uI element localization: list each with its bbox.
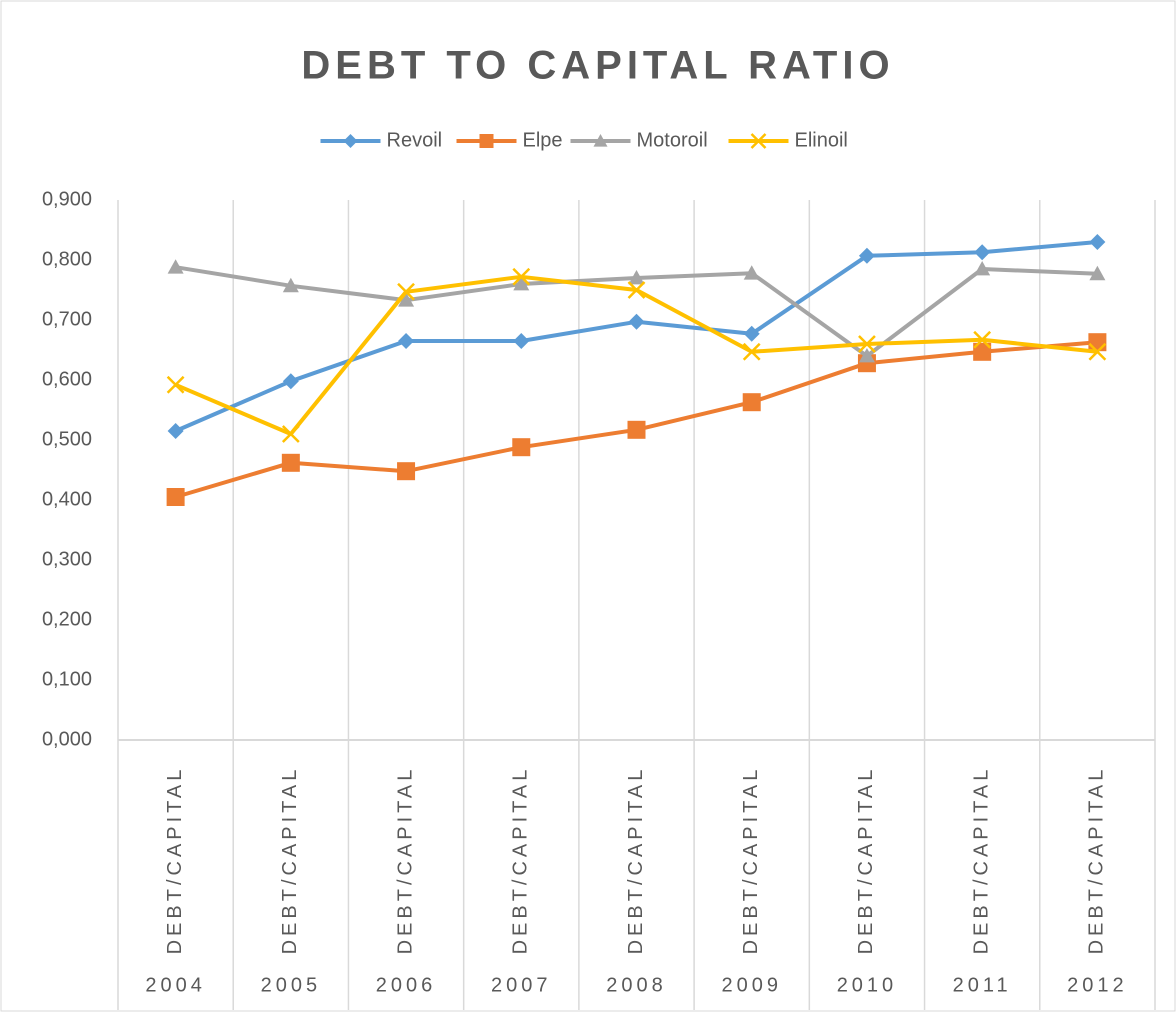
marker — [1088, 333, 1107, 352]
marker — [397, 282, 415, 301]
marker — [1089, 265, 1106, 281]
y-tick-label: 0,400 — [42, 488, 92, 510]
marker — [858, 348, 875, 363]
marker — [742, 342, 761, 361]
marker — [398, 292, 415, 307]
x-tick-label: 2012 — [1067, 974, 1128, 996]
x-sublabel: DEBT/CAPITAL — [279, 766, 301, 955]
marker — [858, 335, 876, 353]
marker — [974, 244, 991, 261]
x-sublabel: DEBT/CAPITAL — [1086, 766, 1108, 955]
legend-label: Elpe — [523, 129, 563, 151]
marker — [973, 330, 992, 349]
marker — [343, 134, 358, 148]
x-tick-label: 2011 — [953, 974, 1012, 996]
x-tick-label: 2005 — [261, 974, 322, 996]
x-sublabel: DEBT/CAPITAL — [625, 766, 647, 955]
y-tick-label: 0,800 — [42, 248, 92, 270]
x-tick-label: 2009 — [721, 974, 782, 996]
marker — [742, 393, 761, 412]
marker — [628, 270, 645, 285]
legend-label: Motoroil — [637, 129, 708, 151]
marker — [398, 333, 415, 349]
y-tick-label: 0,600 — [42, 368, 92, 390]
marker — [281, 425, 300, 443]
marker — [479, 134, 494, 148]
marker — [627, 281, 646, 299]
y-tick-label: 0,500 — [42, 428, 92, 450]
marker — [167, 259, 184, 274]
marker — [397, 462, 416, 481]
y-tick-label: 0,300 — [42, 548, 92, 570]
marker — [593, 134, 608, 147]
x-sublabel: DEBT/CAPITAL — [510, 766, 532, 955]
marker — [858, 247, 875, 264]
marker — [750, 133, 767, 149]
x-sublabel: DEBT/CAPITAL — [970, 766, 992, 955]
y-tick-label: 0,100 — [42, 668, 92, 690]
marker — [973, 342, 992, 361]
chart-title: DEBT TO CAPITAL RATIO — [301, 44, 894, 88]
marker — [1088, 342, 1107, 361]
marker — [743, 265, 760, 280]
legend-label: Revoil — [387, 129, 443, 151]
legend-label: Elinoil — [795, 129, 848, 151]
marker — [743, 325, 760, 342]
marker — [282, 277, 299, 293]
x-tick-label: 2010 — [837, 974, 898, 996]
marker — [1089, 234, 1106, 250]
x-sublabel: DEBT/CAPITAL — [394, 766, 416, 955]
marker — [628, 313, 645, 330]
marker — [974, 261, 991, 276]
marker — [513, 276, 530, 291]
x-sublabel: DEBT/CAPITAL — [740, 766, 762, 955]
y-tick-label: 0,000 — [42, 728, 92, 750]
x-tick-label: 2008 — [606, 974, 667, 996]
x-tick-label: 2007 — [491, 974, 552, 996]
marker — [166, 375, 185, 394]
x-tick-label: 2006 — [376, 974, 437, 996]
marker — [166, 488, 185, 506]
x-sublabel: DEBT/CAPITAL — [855, 766, 877, 955]
y-tick-label: 0,900 — [42, 188, 92, 210]
marker — [512, 438, 531, 457]
marker — [281, 453, 300, 472]
marker — [167, 423, 184, 439]
marker — [627, 420, 646, 439]
marker — [282, 373, 299, 390]
x-tick-label: 2004 — [145, 974, 206, 996]
marker — [512, 267, 531, 286]
x-sublabel: DEBT/CAPITAL — [164, 766, 186, 955]
y-tick-label: 0,200 — [42, 608, 92, 630]
marker — [513, 333, 530, 349]
y-tick-label: 0,700 — [42, 308, 92, 330]
